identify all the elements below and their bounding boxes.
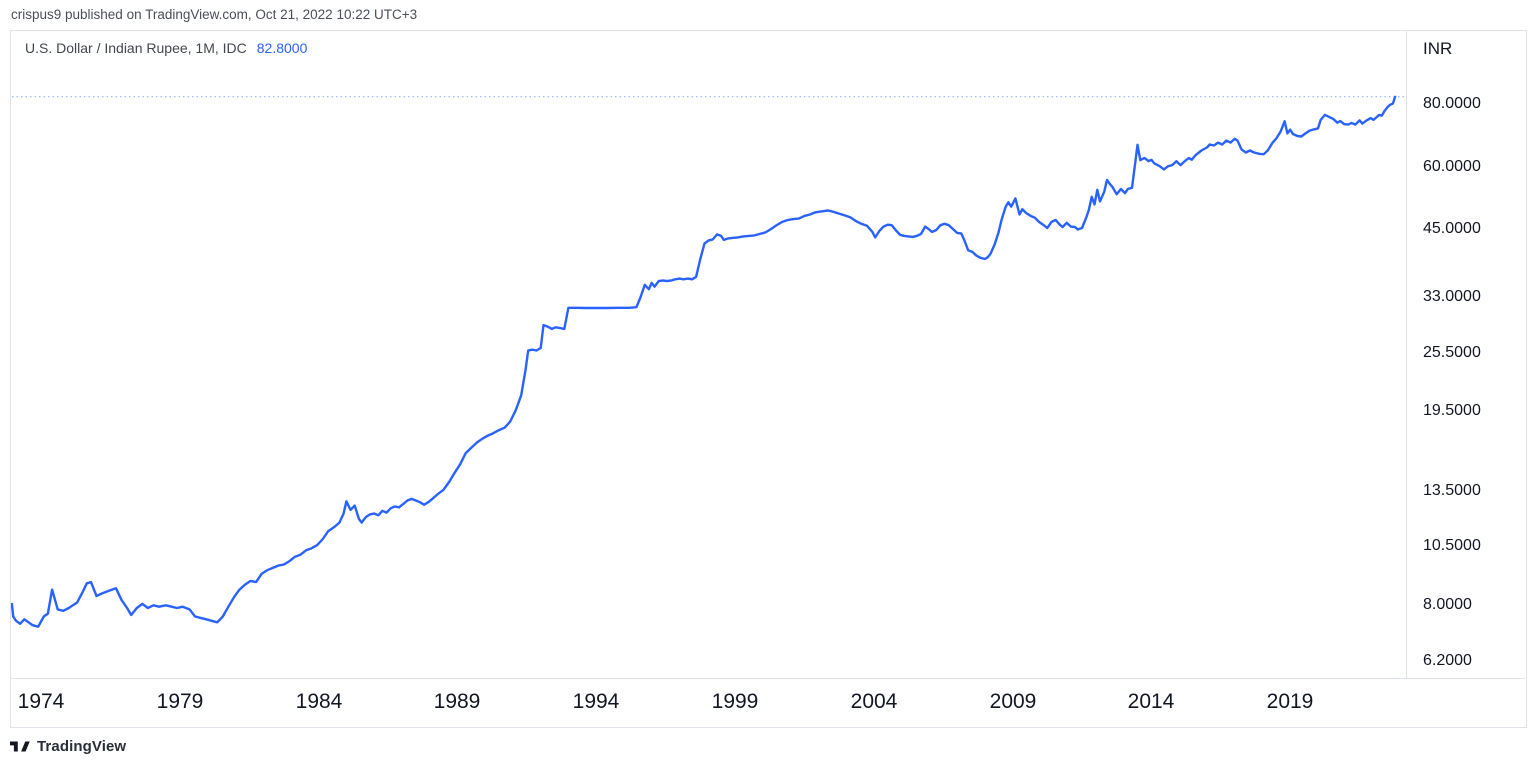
y-axis-tick-label: 13.5000	[1423, 482, 1481, 499]
x-axis-tick-label: 2019	[1266, 690, 1314, 713]
y-axis-tick-label: 8.0000	[1423, 596, 1472, 613]
x-axis-tick-label: 1974	[17, 690, 65, 713]
y-axis-tick-label: 10.5000	[1423, 537, 1481, 554]
x-axis-tick-label: 1999	[711, 690, 759, 713]
price-series-line	[11, 95, 1397, 628]
tradingview-logo-text: TradingView	[37, 738, 127, 755]
symbol-title-row: U.S. Dollar / Indian Rupee, 1M, IDC 82.80…	[25, 40, 307, 56]
brand-footer[interactable]: TradingView	[10, 738, 126, 755]
price-axis[interactable]: INR 80.0000 60.0000 45.0000 33.0000 25.5000 1…	[1406, 31, 1526, 678]
y-axis-tick-label: 80.0000	[1423, 95, 1481, 112]
price-line-chart	[11, 95, 1405, 628]
currency-label: INR	[1423, 39, 1453, 58]
publish-caption: crispus9 published on TradingView.com, O…	[11, 7, 418, 22]
symbol-title: U.S. Dollar / Indian Rupee, 1M, IDC	[25, 40, 247, 56]
x-axis-tick-label: 2009	[989, 690, 1037, 713]
y-axis-tick-label: 45.0000	[1423, 220, 1481, 237]
x-axis-tick-label: 2014	[1127, 690, 1175, 713]
y-axis-tick-label: 25.5000	[1423, 344, 1481, 361]
time-axis[interactable]: 1974 1979 1984 1989 1994 1999 2004 2009 2014 2019	[11, 678, 1525, 727]
x-axis-tick-label: 1984	[295, 690, 343, 713]
y-axis-tick-label: 60.0000	[1423, 158, 1481, 175]
x-axis-tick-label: 2004	[850, 690, 898, 713]
chart-pane[interactable]: U.S. Dollar / Indian Rupee, 1M, IDC 82.80…	[11, 31, 1406, 678]
x-axis-tick-label: 1979	[156, 690, 204, 713]
x-axis-tick-label: 1994	[572, 690, 620, 713]
chart-widget: U.S. Dollar / Indian Rupee, 1M, IDC 82.80…	[10, 30, 1527, 728]
y-axis-tick-label: 6.2000	[1423, 652, 1472, 669]
x-axis-tick-label: 1989	[433, 690, 481, 713]
y-axis-tick-label: 33.0000	[1423, 288, 1481, 305]
last-price-value: 82.8000	[256, 40, 308, 56]
tradingview-logo-icon	[10, 741, 30, 752]
y-axis-tick-label: 19.5000	[1423, 402, 1481, 419]
